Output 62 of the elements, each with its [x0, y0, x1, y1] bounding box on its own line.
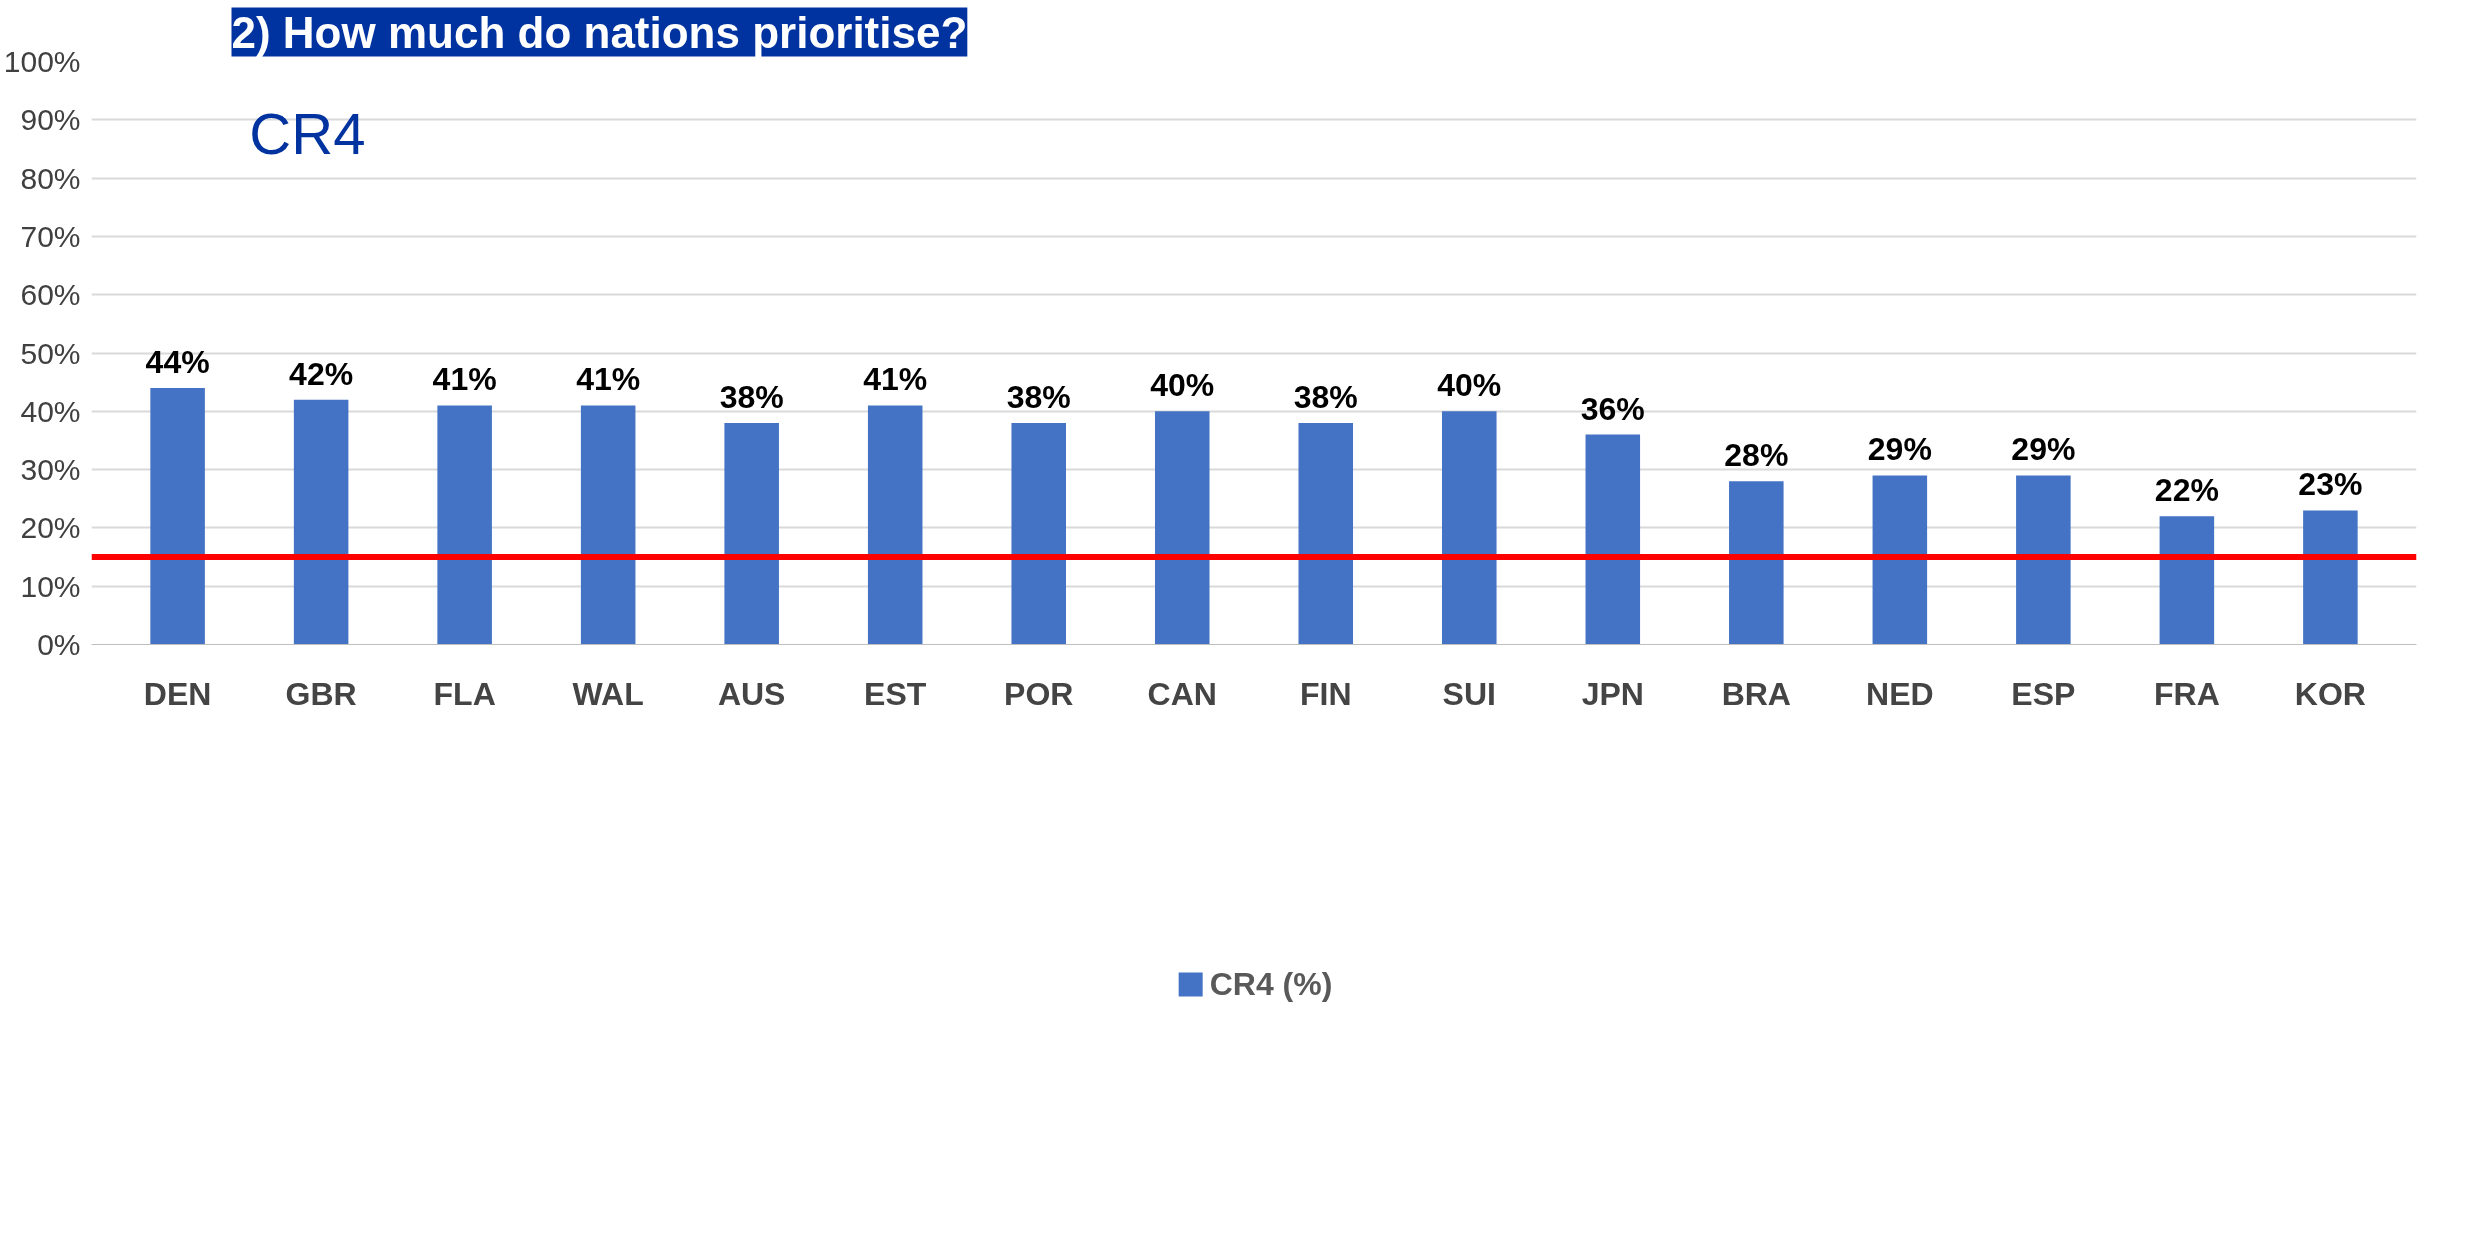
bar [1442, 411, 1497, 645]
y-tick-label: 50% [20, 336, 81, 370]
y-tick-label: 90% [20, 103, 81, 137]
x-tick-label: FLA [433, 675, 496, 712]
data-label: 44% [145, 343, 210, 380]
data-label: 41% [432, 361, 497, 398]
data-label: 38% [719, 378, 784, 415]
data-label: 28% [1724, 437, 1789, 474]
data-label: 42% [289, 355, 354, 392]
bar [2159, 516, 2215, 645]
x-tick-label: EST [864, 675, 927, 712]
data-label: 36% [1580, 390, 1645, 427]
bar [2016, 475, 2071, 645]
bar [580, 405, 636, 645]
y-tick-label: 60% [20, 278, 81, 312]
data-label: 41% [863, 361, 928, 398]
annotation: CR4 [249, 101, 366, 167]
bar [1729, 481, 1784, 645]
y-tick-label: 20% [20, 511, 81, 545]
bar [1011, 422, 1066, 645]
y-tick-label: 0% [37, 628, 81, 661]
x-tick-label: FIN [1299, 675, 1352, 712]
data-label: 40% [1150, 367, 1215, 404]
x-tick-label: BRA [1721, 675, 1791, 712]
y-tick-label: 70% [20, 219, 81, 253]
bar [437, 405, 492, 645]
x-tick-label: FRA [2153, 675, 2220, 712]
x-tick-label: JPN [1581, 675, 1644, 712]
x-tick-label: POR [1004, 675, 1074, 712]
x-tick-label: NED [1866, 675, 1934, 712]
data-label: 23% [2298, 466, 2363, 503]
data-label: 40% [1437, 367, 1502, 404]
bar [867, 405, 923, 645]
bar [1154, 411, 1210, 645]
x-tick-label: CAN [1147, 675, 1217, 712]
bar [2303, 510, 2358, 645]
x-tick-label: GBR [285, 675, 357, 712]
y-tick-label: 10% [20, 569, 81, 603]
data-label: 38% [1293, 378, 1358, 415]
x-tick-label: AUS [717, 675, 786, 712]
bar [293, 399, 349, 645]
data-label: 38% [1006, 378, 1071, 415]
y-tick-label: 30% [20, 453, 81, 487]
x-tick-label: ESP [2011, 675, 2076, 712]
x-tick-label: WAL [572, 675, 644, 712]
bar [150, 387, 205, 645]
x-tick-label: DEN [143, 675, 212, 712]
y-tick-label: 40% [20, 394, 81, 428]
data-label: 29% [1867, 431, 1932, 468]
data-label: 22% [2154, 472, 2219, 509]
bar [1872, 475, 1928, 645]
y-tick-label: 80% [20, 161, 81, 195]
data-label: 29% [2011, 431, 2076, 468]
x-tick-label: KOR [2294, 675, 2366, 712]
bar [1585, 434, 1641, 645]
bar [1298, 422, 1354, 645]
data-label: 41% [576, 361, 641, 398]
bar [724, 422, 779, 645]
chart-title: 2) How much do nations prioritise? [231, 7, 968, 57]
legend-label: CR4 (%) [1209, 965, 1333, 1003]
x-tick-label: SUI [1442, 675, 1496, 712]
y-tick-label: 100% [3, 45, 81, 78]
